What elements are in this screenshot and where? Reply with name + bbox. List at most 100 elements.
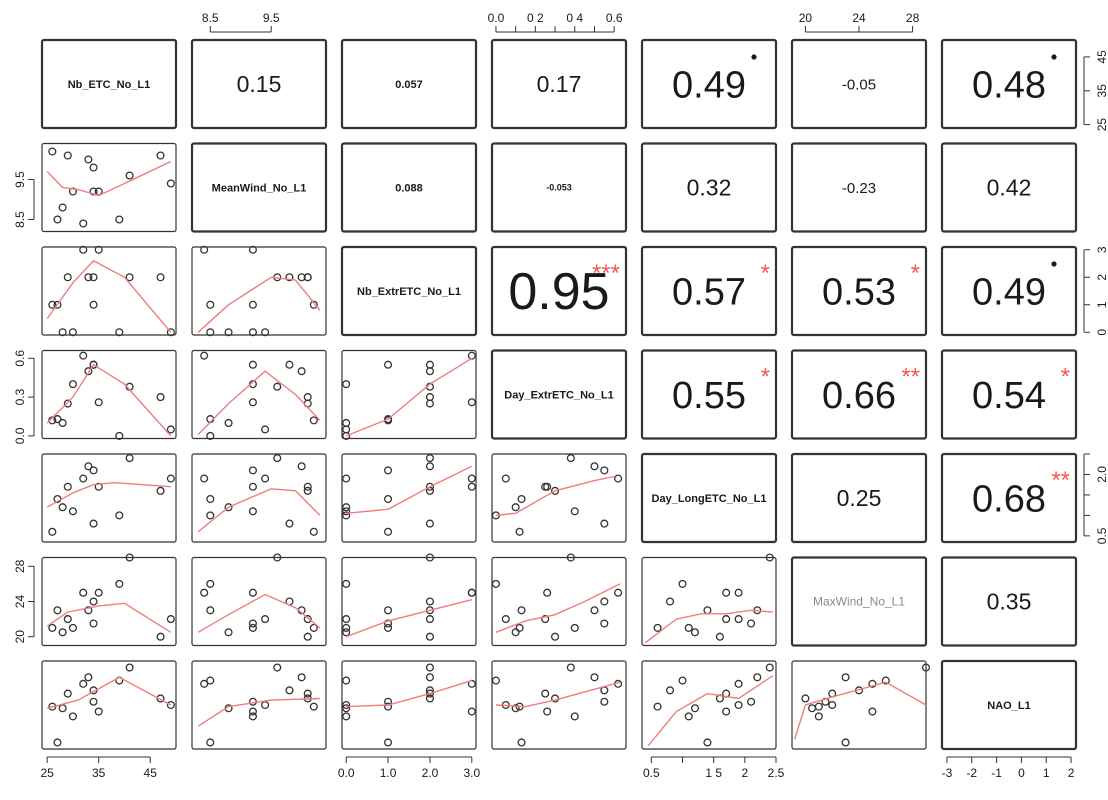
data-point — [166, 179, 175, 188]
data-point — [248, 300, 257, 309]
data-point — [156, 151, 165, 160]
data-point — [261, 425, 270, 434]
data-point — [384, 415, 393, 424]
data-point — [425, 454, 434, 463]
data-point — [511, 628, 520, 637]
data-point — [384, 738, 393, 747]
data-point — [868, 679, 877, 688]
tick-label: 45 — [1095, 50, 1108, 64]
diagonal-label-Day_ExtrETC_No_L1: Day_ExtrETC_No_L1 — [504, 390, 613, 402]
data-point — [309, 300, 318, 309]
data-point — [342, 712, 351, 721]
data-point — [491, 676, 500, 685]
tick-label: 2 — [1068, 766, 1075, 780]
data-point — [261, 474, 270, 483]
panel-3-4 — [640, 349, 778, 440]
data-point — [125, 171, 134, 180]
panel-5-4 — [641, 556, 777, 647]
data-point — [684, 623, 693, 632]
data-point — [63, 615, 72, 624]
data-point — [89, 163, 98, 172]
data-point — [678, 579, 687, 588]
tick-label: 28 — [906, 11, 920, 25]
tick-label: 3.0 — [463, 766, 480, 780]
data-point — [285, 686, 294, 695]
data-point — [501, 615, 510, 624]
data-point — [125, 553, 134, 562]
panel-2-1 — [191, 246, 327, 336]
tick-label: 0.0 — [13, 427, 27, 444]
data-point — [467, 398, 476, 407]
data-point — [125, 663, 134, 672]
data-point — [511, 503, 520, 512]
data-point — [515, 527, 524, 536]
data-point — [868, 707, 877, 716]
data-point — [48, 147, 57, 156]
panel-5-3 — [491, 556, 627, 647]
panel-5-2 — [341, 556, 477, 647]
significance-stars: *** — [592, 260, 620, 287]
data-point — [425, 663, 434, 672]
correlation-value: 0.53 — [822, 271, 896, 313]
diagonal-label-Day_LongETC_No_L1: Day_LongETC_No_L1 — [652, 493, 767, 505]
data-point — [89, 300, 98, 309]
data-point — [342, 418, 351, 428]
data-point — [467, 588, 476, 597]
correlation-value: 0.42 — [987, 175, 1032, 201]
tick-label: 20 — [799, 11, 813, 25]
significance-stars: ** — [1051, 467, 1070, 494]
data-point — [684, 712, 693, 721]
data-point — [425, 694, 434, 703]
data-point — [79, 588, 88, 597]
data-point — [248, 466, 257, 475]
data-point — [566, 663, 575, 672]
correlation-value: 0.49 — [672, 64, 746, 106]
tick-label: 9.5 — [263, 11, 280, 25]
data-point — [224, 418, 233, 428]
panel-3-5 — [790, 349, 928, 440]
panel-5-0 — [41, 556, 177, 647]
data-point — [206, 738, 215, 747]
fit-line — [197, 593, 321, 633]
data-point — [600, 686, 609, 695]
data-point — [425, 519, 434, 528]
panel-5-6 — [940, 556, 1078, 647]
data-point — [765, 663, 774, 672]
correlation-value: 0.57 — [672, 271, 746, 313]
data-point — [94, 482, 103, 491]
data-point — [115, 215, 124, 224]
data-point — [79, 474, 88, 483]
data-point — [841, 673, 850, 682]
data-point — [342, 380, 351, 389]
correlation-value: -0.23 — [842, 180, 876, 197]
data-point — [79, 219, 88, 228]
data-point — [89, 597, 98, 606]
panel-6-3 — [491, 660, 627, 750]
data-point — [200, 679, 209, 688]
data-point — [79, 351, 88, 360]
data-point — [94, 588, 103, 597]
data-point — [48, 623, 57, 632]
fit-line — [46, 259, 172, 333]
data-point — [53, 215, 62, 224]
data-point — [303, 632, 312, 641]
data-point — [89, 697, 98, 706]
data-point — [384, 466, 393, 475]
tick-label: 2 — [1095, 274, 1108, 281]
data-point — [297, 273, 306, 282]
data-point — [84, 606, 93, 615]
data-point — [517, 494, 526, 504]
diagonal-label-Nb_ExtrETC_No_L1: Nb_ExtrETC_No_L1 — [357, 286, 461, 298]
data-point — [200, 351, 209, 360]
data-point — [248, 245, 257, 254]
correlation-value: 0.66 — [822, 375, 896, 417]
tick-label: 1 — [1095, 301, 1108, 308]
data-point — [384, 623, 393, 632]
fit-line — [345, 357, 473, 437]
data-point — [570, 712, 579, 721]
data-point — [425, 360, 434, 369]
data-point — [58, 203, 67, 212]
panel-4-1 — [191, 453, 327, 543]
data-point — [309, 527, 318, 536]
data-point — [921, 663, 931, 672]
